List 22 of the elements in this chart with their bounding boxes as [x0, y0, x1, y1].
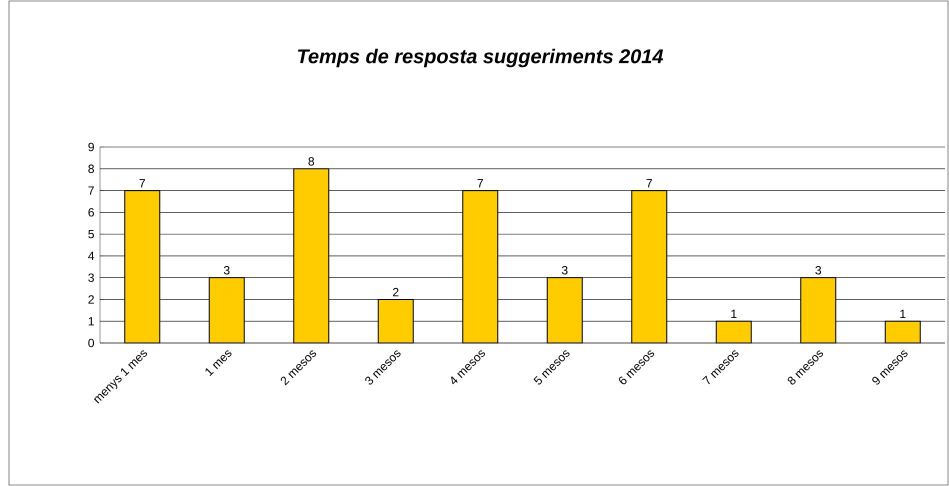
data-label: 7 — [478, 179, 483, 188]
y-tick-label: 3 — [88, 273, 94, 282]
data-label: 2 — [393, 288, 398, 296]
y-tick-label: 8 — [88, 164, 94, 174]
data-label: 3 — [562, 266, 568, 274]
x-tick-label: 1 mes — [205, 350, 232, 376]
y-tick-label: 4 — [88, 252, 94, 260]
y-tick-label: 1 — [88, 317, 94, 326]
data-label: 8 — [308, 157, 314, 166]
y-tick-label: 7 — [88, 186, 94, 195]
data-label: 3 — [815, 266, 822, 274]
data-label: 7 — [646, 179, 652, 188]
y-tick-label: 6 — [88, 208, 94, 217]
data-label: 1 — [731, 310, 736, 318]
data-label: 1 — [900, 310, 906, 318]
chart-title: Temps de resposta suggeriments 2014 — [298, 48, 664, 68]
y-tick-label: 9 — [88, 142, 94, 152]
data-label: 7 — [140, 179, 145, 188]
y-tick-label: 5 — [88, 230, 94, 238]
data-label: 3 — [224, 266, 230, 274]
y-tick-label: 2 — [88, 295, 94, 304]
y-tick-label: 0 — [88, 338, 94, 348]
